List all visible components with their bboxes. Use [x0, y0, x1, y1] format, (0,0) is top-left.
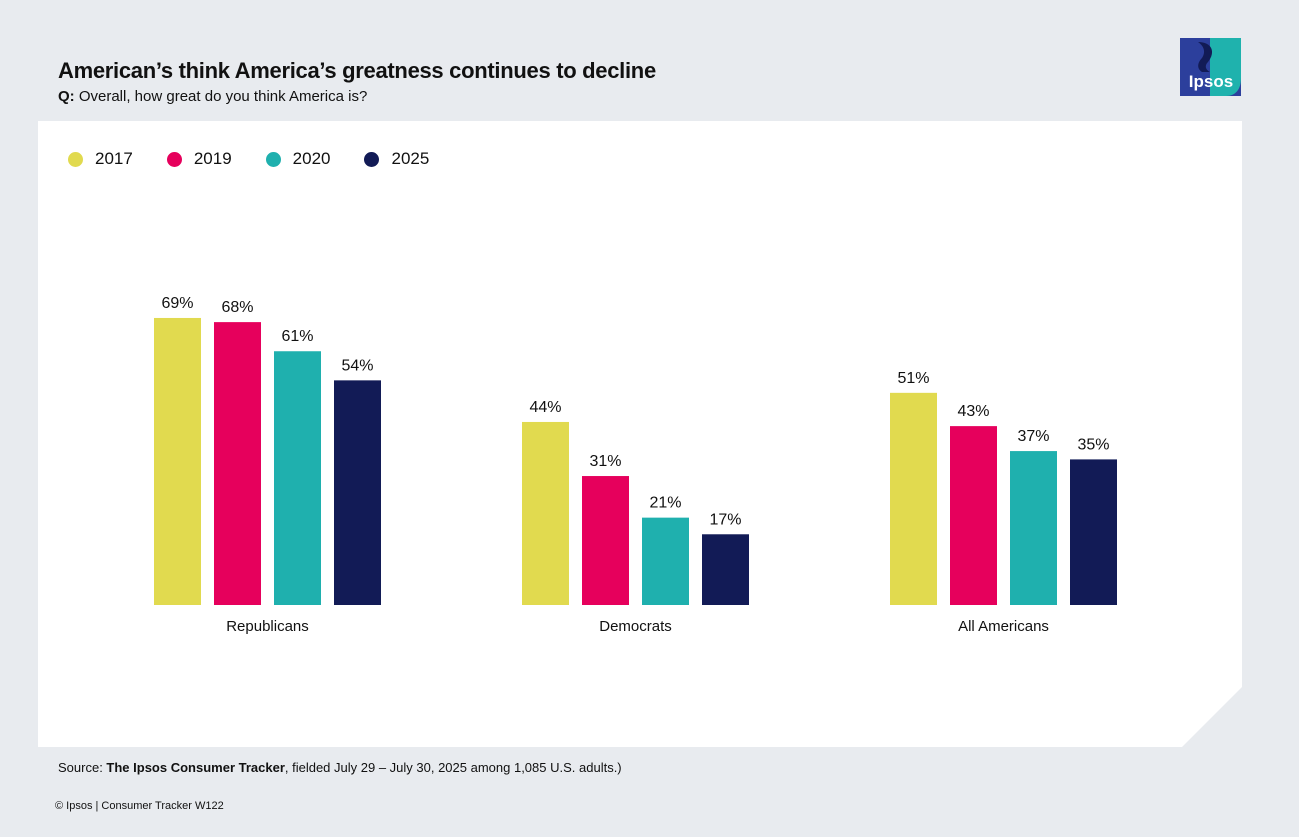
data-label-all-americans-2019: 43% [957, 403, 989, 420]
question-text: Overall, how great do you think America … [74, 88, 368, 105]
chart-panel: 2017 2019 2020 2025 69% 68% 61% 54% Republicans… [38, 121, 1242, 747]
legend-item-2025: 2025 [364, 149, 429, 169]
ipsos-logo-text: Ipsos [1189, 72, 1233, 91]
legend-label-2019: 2019 [193, 149, 232, 168]
legend-item-2017: 2017 [68, 149, 133, 169]
data-label-democrats-2019: 31% [589, 453, 621, 470]
source-details: , fielded July 29 – July 30, 2025 among … [284, 760, 622, 775]
legend-swatch-2019 [166, 151, 182, 167]
category-label-republicans: Republicans [226, 618, 309, 635]
data-label-democrats-2017: 44% [529, 399, 561, 416]
legend-label-2020: 2020 [292, 149, 331, 168]
bar-all-americans-2019 [950, 426, 997, 605]
ipsos-logo: Ipsos [1180, 38, 1241, 96]
data-label-republicans-2019: 68% [221, 299, 253, 316]
data-label-all-americans-2020: 37% [1017, 428, 1049, 445]
bar-democrats-2025 [702, 534, 749, 605]
bar-all-americans-2020 [1010, 451, 1057, 605]
bar-chart: 69% 68% 61% 54% Republicans 44% 31% 21% 17% Democ… [154, 295, 1117, 635]
category-label-all-americans: All Americans [958, 618, 1049, 635]
copyright: © Ipsos | Consumer Tracker W122 [55, 800, 224, 812]
category-label-democrats: Democrats [599, 618, 672, 635]
bar-democrats-2020 [642, 517, 689, 605]
legend-item-2019: 2019 [166, 149, 232, 169]
data-label-all-americans-2025: 35% [1077, 436, 1109, 453]
data-label-republicans-2020: 61% [281, 328, 313, 345]
source-note: Source: The Ipsos Consumer Tracker, fiel… [58, 760, 622, 775]
bar-all-americans-2025 [1070, 459, 1117, 605]
data-label-republicans-2025: 54% [341, 357, 373, 374]
bar-republicans-2025 [334, 380, 381, 605]
bar-democrats-2017 [522, 421, 569, 605]
bar-republicans-2017 [154, 317, 201, 605]
legend-swatch-2017 [68, 151, 83, 167]
legend: 2017 2019 2020 2025 [68, 149, 463, 169]
bar-republicans-2019 [214, 322, 261, 605]
legend-label-2017: 2017 [95, 149, 133, 168]
data-label-democrats-2020: 21% [649, 495, 681, 512]
legend-label-2025: 2025 [391, 149, 430, 168]
source-prefix: Source: [58, 760, 107, 775]
question-line: Q: Overall, how great do you think Ameri… [58, 88, 367, 105]
data-label-democrats-2025: 17% [709, 511, 741, 528]
legend-item-2020: 2020 [265, 149, 331, 169]
legend-swatch-2020 [265, 151, 281, 167]
question-prefix: Q: [58, 88, 75, 105]
bar-all-americans-2017 [890, 392, 937, 605]
chart-title: American’s think America’s greatness con… [58, 58, 656, 83]
legend-swatch-2025 [364, 151, 380, 167]
bar-republicans-2020 [274, 351, 321, 605]
source-name: The Ipsos Consumer Tracker [106, 760, 285, 775]
bar-democrats-2019 [582, 476, 629, 605]
data-label-all-americans-2017: 51% [897, 370, 929, 387]
data-label-republicans-2017: 69% [161, 295, 193, 312]
